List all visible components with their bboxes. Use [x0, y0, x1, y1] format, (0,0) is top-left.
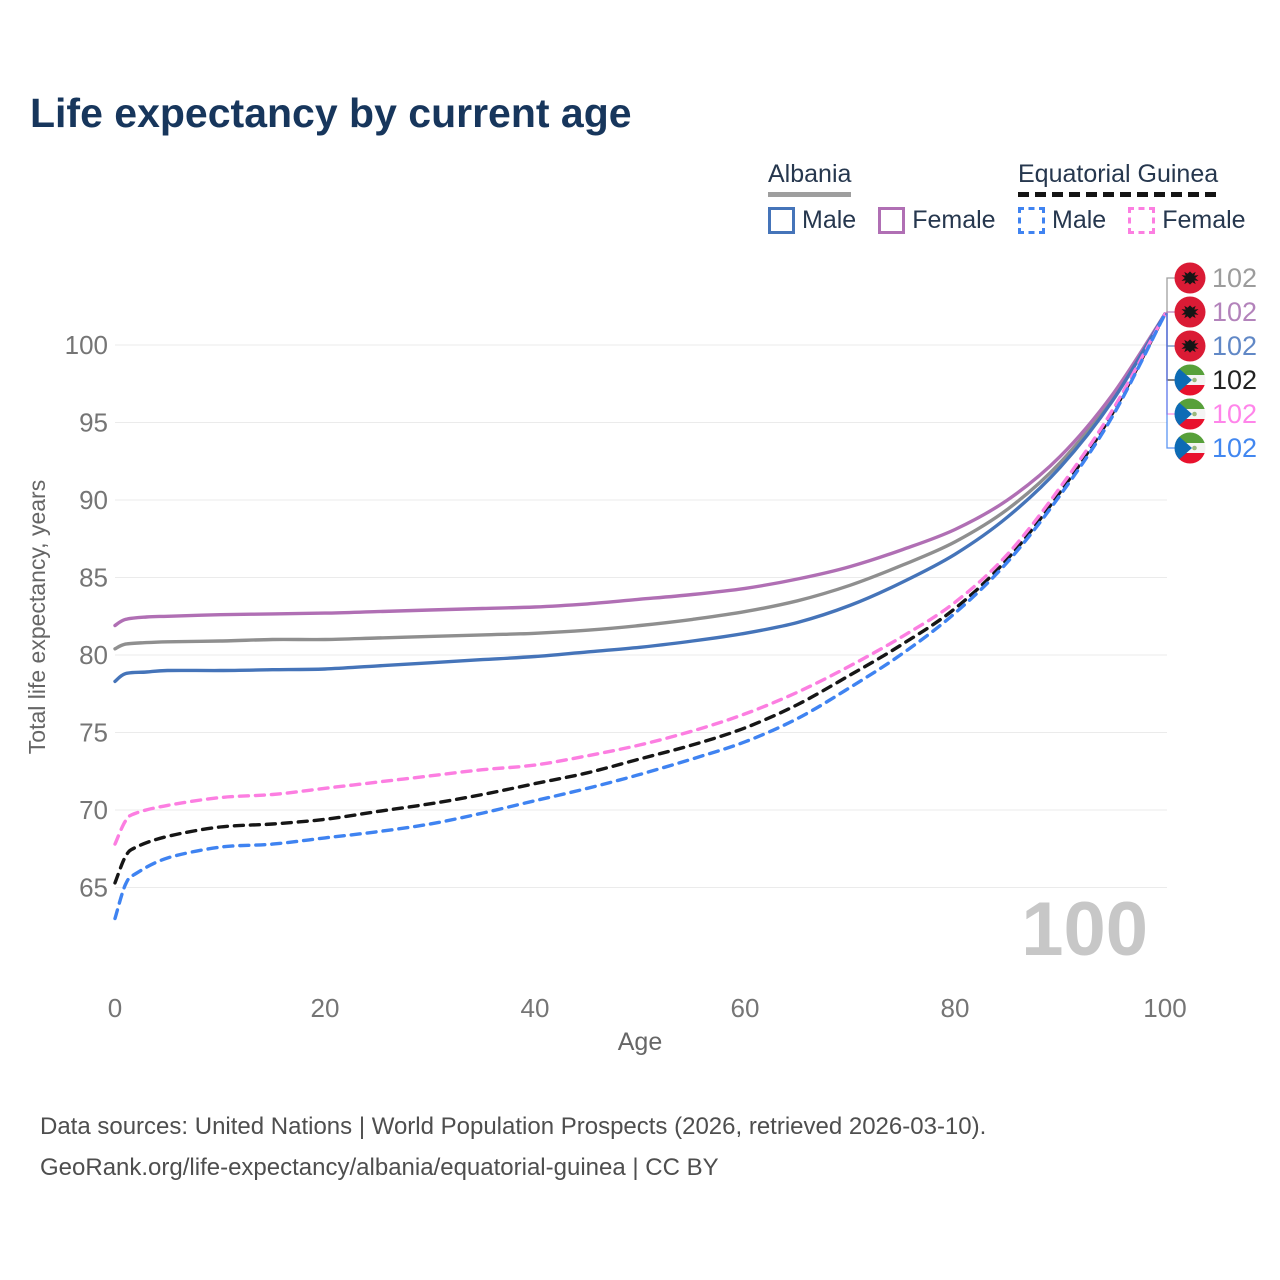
equatorial-guinea-flag-icon: [1174, 398, 1206, 430]
data-sources-line2: GeoRank.org/life-expectancy/albania/equa…: [40, 1154, 719, 1181]
albania-flag-icon: [1174, 330, 1206, 362]
equatorial-guinea-flag-icon: [1174, 432, 1206, 464]
equatorial-guinea-line-sample: [1018, 192, 1219, 197]
legend-swatch-eg-male[interactable]: [1018, 207, 1045, 234]
legend-label-eg-female[interactable]: Female: [1162, 206, 1246, 234]
equatorial-guinea-flag-icon: [1174, 364, 1206, 396]
series-albania-female[interactable]: [113, 312, 1167, 628]
y-tick-label: 75: [79, 718, 108, 748]
albania-flag-icon: [1174, 262, 1206, 294]
series-albania-male[interactable]: [113, 312, 1167, 684]
x-tick-label: 0: [108, 993, 122, 1023]
y-tick-label: 90: [79, 485, 108, 515]
y-tick-label: 95: [79, 408, 108, 438]
data-sources: Data sources: United Nations | World Pop…: [40, 1106, 986, 1188]
end-label-value: 102: [1212, 365, 1257, 395]
x-tick-label: 40: [521, 993, 550, 1023]
legend-group-albania: Albania Male Female: [768, 160, 1018, 235]
end-label-value: 102: [1212, 297, 1257, 327]
page-title: Life expectancy by current age: [30, 90, 632, 136]
y-tick-label: 70: [79, 795, 108, 825]
end-label-value: 102: [1212, 331, 1257, 361]
end-label-connector: [1165, 277, 1175, 315]
albania-flag-icon: [1174, 296, 1206, 328]
end-label-value: 102: [1212, 263, 1257, 293]
data-sources-line1: Data sources: United Nations | World Pop…: [40, 1113, 987, 1140]
series-albania-total[interactable]: [113, 312, 1167, 651]
end-label-value: 102: [1212, 433, 1257, 463]
x-tick-label: 60: [731, 993, 760, 1023]
end-label-value: 102: [1212, 399, 1257, 429]
albania-line-sample: [768, 192, 852, 197]
x-axis-title: Age: [618, 1028, 662, 1056]
y-tick-label: 100: [65, 330, 108, 360]
y-tick-label: 65: [79, 873, 108, 903]
series-equatorial-guinea-female[interactable]: [113, 312, 1167, 846]
legend-swatch-eg-female[interactable]: [1128, 207, 1156, 234]
legend-label-eg-male[interactable]: Male: [1052, 206, 1107, 234]
series-equatorial-guinea-total[interactable]: [113, 312, 1167, 885]
legend-swatch-albania-female[interactable]: [878, 207, 906, 234]
x-tick-label: 80: [941, 993, 970, 1023]
y-axis-title: Total life expectancy, years: [24, 480, 50, 754]
legend-equatorial-guinea-title[interactable]: Equatorial Guinea: [1018, 160, 1219, 188]
x-tick-label: 100: [1143, 993, 1186, 1023]
age-watermark: 100: [1021, 887, 1148, 972]
legend-group-equatorial-guinea: Equatorial Guinea Male Female: [1018, 160, 1268, 235]
end-label-connector: [1165, 313, 1175, 449]
legend-label-albania-male[interactable]: Male: [802, 206, 857, 234]
series-equatorial-guinea-male[interactable]: [113, 312, 1167, 921]
legend-swatch-albania-male[interactable]: [768, 207, 795, 234]
legend-albania-title[interactable]: Albania: [768, 160, 852, 188]
x-tick-label: 20: [311, 993, 340, 1023]
y-tick-label: 85: [79, 563, 108, 593]
y-tick-label: 80: [79, 640, 108, 670]
legend-label-albania-female[interactable]: Female: [912, 206, 996, 234]
